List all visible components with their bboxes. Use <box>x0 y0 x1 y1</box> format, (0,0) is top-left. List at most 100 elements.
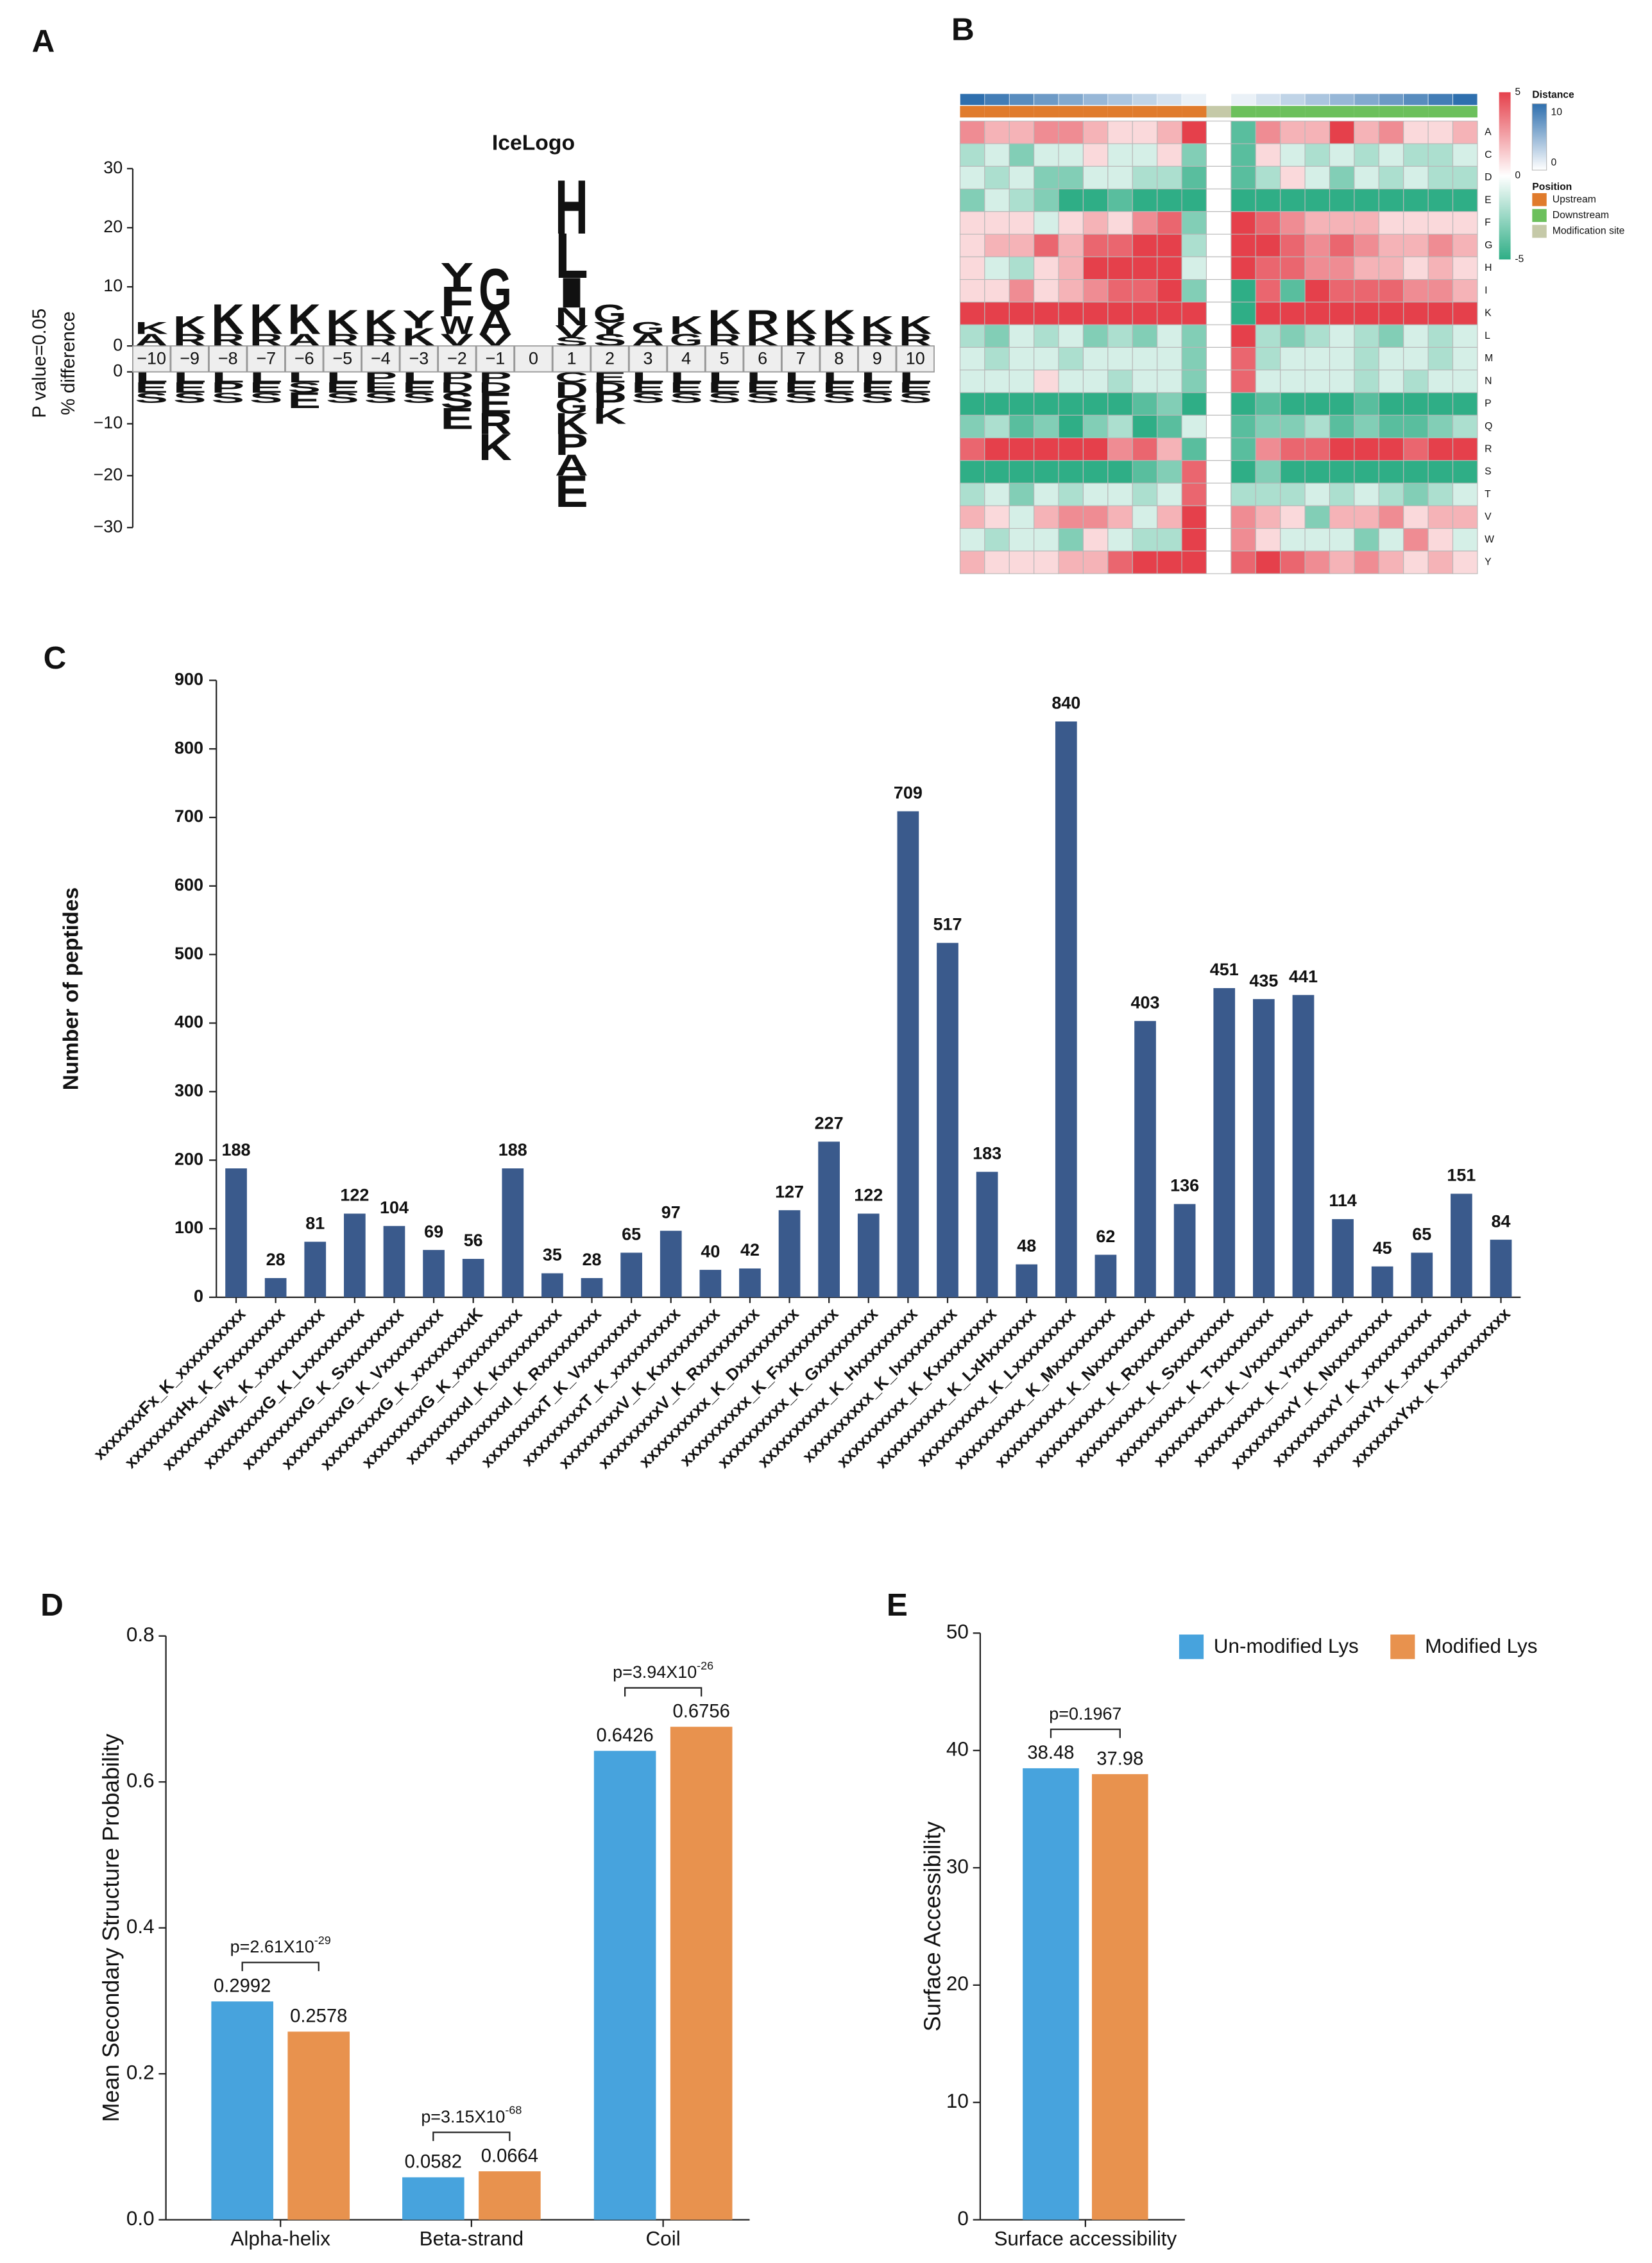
p-bracket <box>432 2131 511 2141</box>
data-label: 136 <box>1170 1176 1199 1195</box>
row-label: T <box>1485 489 1491 500</box>
y-tick-label: 0 <box>957 2207 968 2230</box>
heat-cell <box>1205 234 1232 257</box>
heat-cell <box>1304 188 1331 212</box>
heat-cell <box>1181 188 1207 212</box>
heat-cell <box>1107 437 1133 461</box>
heat-cell <box>1280 256 1306 280</box>
distance-cell <box>1255 93 1281 106</box>
heat-cell <box>1205 166 1232 190</box>
heat-cell <box>1403 437 1429 461</box>
logo-letter: A <box>555 448 588 482</box>
heat-cell <box>1452 414 1478 439</box>
x-tick-label: −6 <box>294 349 314 368</box>
y-tick-label: 40 <box>946 1738 969 1760</box>
heat-cell <box>1230 482 1256 506</box>
heat-cell <box>1132 528 1158 552</box>
heat-cell <box>1304 482 1331 506</box>
data-label: 81 <box>305 1213 325 1233</box>
heat-cell <box>984 256 1010 280</box>
y-axis-label: P value=0.05 <box>30 309 50 418</box>
heat-cell <box>1304 324 1331 348</box>
data-label: 0.6756 <box>673 1702 730 1722</box>
logo-letter: S <box>173 389 207 406</box>
heat-cell <box>1107 392 1133 416</box>
position-cell <box>1280 106 1306 118</box>
legend-title: Distance <box>1532 89 1574 100</box>
heat-cell <box>1354 460 1379 484</box>
p-bracket <box>241 1961 319 1972</box>
heat-cell <box>1009 279 1035 303</box>
y-tick-label: 0 <box>113 361 123 380</box>
chart-title: IceLogo <box>492 132 575 155</box>
heat-cell <box>1378 324 1404 348</box>
data-label: 0.2992 <box>214 1976 271 1997</box>
heat-cell <box>1157 392 1182 416</box>
heat-cell <box>1329 437 1355 461</box>
heat-cell <box>1009 551 1035 574</box>
heat-cell <box>1230 414 1256 439</box>
heat-cell <box>1280 460 1306 484</box>
heat-cell <box>1280 414 1306 439</box>
heat-cell <box>1205 551 1232 574</box>
heat-cell <box>1181 279 1207 303</box>
logo-letter: E <box>708 379 741 396</box>
heat-cell <box>1058 437 1084 461</box>
heat-cell <box>1107 414 1133 439</box>
distance-cell <box>1403 93 1429 106</box>
heat-cell <box>1255 437 1281 461</box>
heat-cell <box>1427 346 1454 371</box>
heat-cell <box>1132 460 1158 484</box>
heat-cell <box>1009 437 1035 461</box>
heat-cell <box>1034 143 1059 167</box>
heat-cell <box>1034 256 1059 280</box>
heat-cell <box>1354 302 1379 325</box>
heat-cell <box>1280 528 1306 552</box>
heat-cell <box>1009 392 1035 416</box>
heat-cell <box>1157 324 1182 348</box>
x-tick-label: −9 <box>180 349 200 368</box>
heat-cell <box>1230 302 1256 325</box>
heat-cell <box>1058 551 1084 574</box>
heat-cell <box>959 279 985 303</box>
distance-cell <box>1304 93 1330 106</box>
data-label: 45 <box>1373 1238 1392 1258</box>
heat-cell <box>1181 528 1207 552</box>
heat-cell <box>984 370 1010 393</box>
heat-cell <box>1009 143 1035 167</box>
heat-cell <box>1329 528 1355 552</box>
data-label: 48 <box>1017 1236 1036 1256</box>
heat-cell <box>1034 460 1059 484</box>
heat-cell <box>984 121 1010 144</box>
data-label: 840 <box>1052 694 1080 713</box>
heat-cell <box>1255 346 1281 371</box>
logo-letter: N <box>555 302 588 331</box>
position-box <box>132 345 171 373</box>
heat-cell <box>1452 302 1478 325</box>
heat-cell <box>1132 143 1158 167</box>
data-label: 0.6426 <box>596 1725 653 1746</box>
heat-cell <box>1304 166 1331 190</box>
x-tick-label: −7 <box>256 349 276 368</box>
logo-letter: S <box>555 334 588 348</box>
p-value-text: p=3.15X10 <box>421 2107 505 2126</box>
heat-cell <box>1354 143 1379 167</box>
heat-cell <box>1205 505 1232 529</box>
row-label: K <box>1485 308 1492 319</box>
bar <box>264 1277 287 1297</box>
legend-swatch <box>1390 1634 1415 1659</box>
heat-cell <box>1205 256 1232 280</box>
heat-cell <box>1034 346 1059 371</box>
row-label: A <box>1485 126 1492 137</box>
heat-cell <box>1304 551 1331 574</box>
heat-cell <box>1378 302 1404 325</box>
heat-cell <box>1378 528 1404 552</box>
position-box <box>590 345 629 373</box>
heat-cell <box>1452 437 1478 461</box>
logo-letter: E <box>555 466 588 517</box>
heat-cell <box>1132 370 1158 393</box>
heat-cell <box>1452 324 1478 348</box>
heat-cell <box>1230 324 1256 348</box>
heat-cell <box>1034 482 1059 506</box>
